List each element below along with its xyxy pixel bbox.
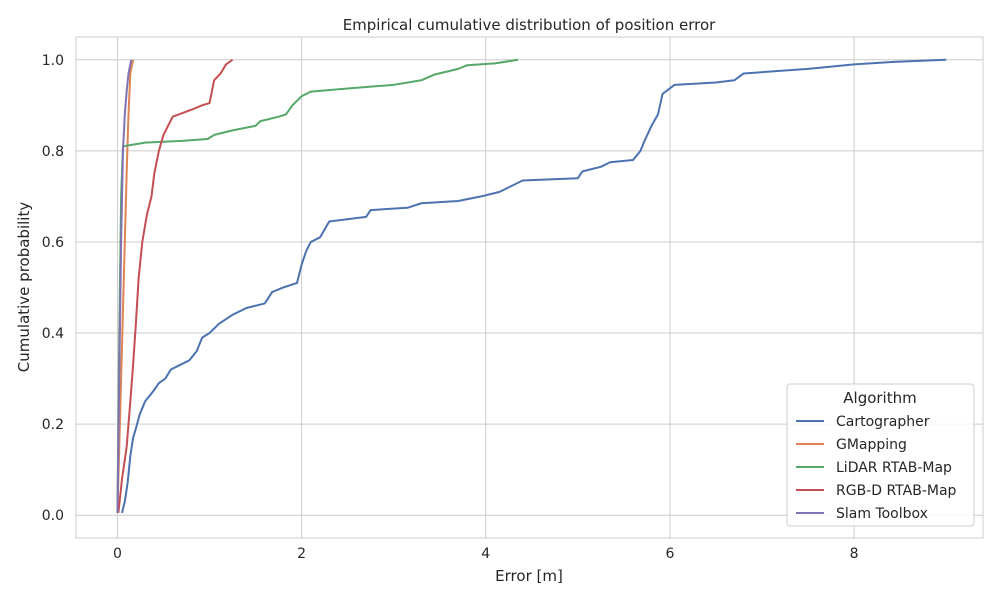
x-tick-label: 0 <box>113 546 122 562</box>
series-line-gmapping <box>116 59 135 513</box>
y-axis-ticks: 0.0 0.2 0.4 0.6 0.8 1.0 <box>42 53 64 524</box>
legend: Algorithm Cartographer GMapping LiDAR RTAB… <box>786 383 975 527</box>
chart-title: Empirical cumulative distribution of pos… <box>343 16 716 34</box>
y-tick-label: 1.0 <box>42 53 64 69</box>
x-axis-label: Error [m] <box>495 567 563 585</box>
legend-label-cartographer: Cartographer <box>836 414 930 430</box>
x-tick-label: 2 <box>297 546 306 562</box>
series-line-lidar-rtab-map <box>116 58 519 513</box>
series-line-slam-toolbox <box>116 59 133 513</box>
x-tick-label: 6 <box>665 546 674 562</box>
legend-label-gmapping: GMapping <box>836 437 907 453</box>
legend-label-slam-toolbox: Slam Toolbox <box>836 506 928 522</box>
y-axis-label: Cumulative probability <box>15 202 33 373</box>
series-line-cartographer <box>121 58 947 514</box>
series-line-rgb-d-rtab-map <box>117 58 234 514</box>
x-tick-label: 4 <box>481 546 490 562</box>
y-tick-label: 0.8 <box>42 144 64 160</box>
y-tick-label: 0.2 <box>42 417 64 433</box>
y-tick-label: 0.0 <box>42 508 64 524</box>
legend-title: Algorithm <box>843 389 916 407</box>
legend-box <box>786 383 975 527</box>
y-tick-label: 0.6 <box>42 235 64 251</box>
series-lines <box>116 58 947 514</box>
x-axis-ticks: 0 2 4 6 8 <box>113 546 859 562</box>
x-tick-label: 8 <box>850 546 859 562</box>
legend-items: Cartographer GMapping LiDAR RTAB-Map RGB-D … <box>796 414 957 522</box>
y-tick-label: 0.4 <box>42 326 64 342</box>
legend-label-lidar-rtab-map: LiDAR RTAB-Map <box>836 460 952 476</box>
legend-label-rgb-d-rtab-map: RGB-D RTAB-Map <box>836 483 957 499</box>
